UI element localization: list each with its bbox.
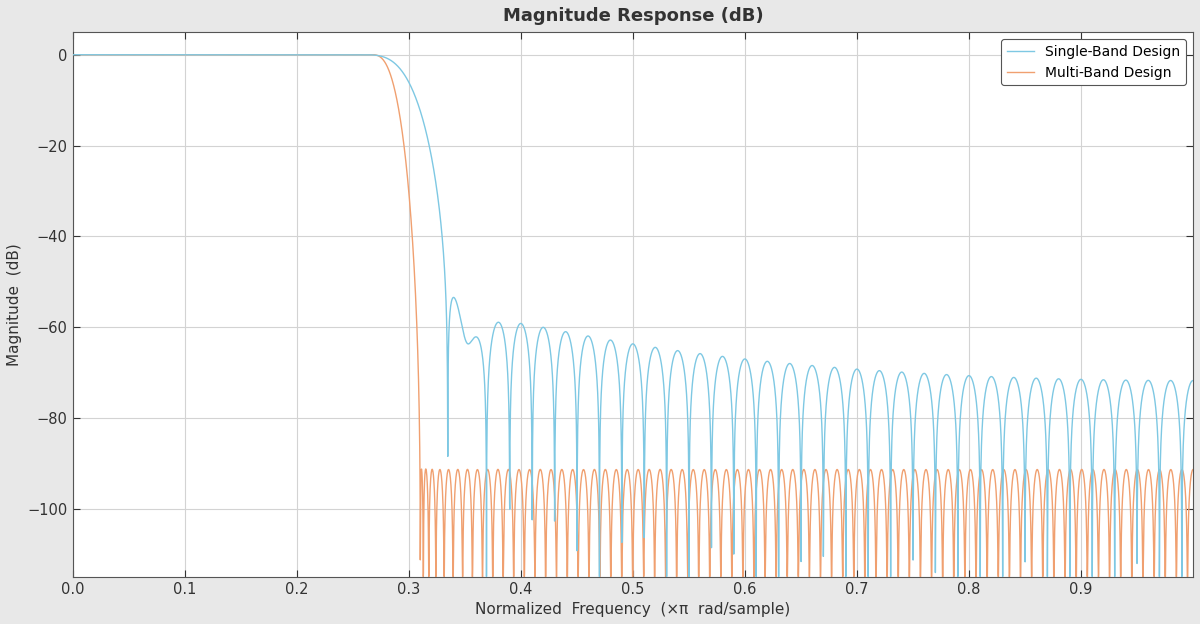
Single-Band Design bbox=[661, 396, 676, 403]
Title: Magnitude Response (dB): Magnitude Response (dB) bbox=[503, 7, 763, 25]
Single-Band Design bbox=[402, 79, 416, 86]
Single-Band Design bbox=[522, 363, 536, 371]
Multi-Band Design bbox=[1186, 466, 1200, 474]
Single-Band Design bbox=[875, 369, 889, 377]
Single-Band Design bbox=[356, 51, 371, 59]
Line: Multi-Band Design: Multi-Band Design bbox=[73, 55, 1193, 577]
Single-Band Design bbox=[66, 51, 80, 59]
Single-Band Design bbox=[479, 573, 493, 580]
Single-Band Design bbox=[1186, 377, 1200, 384]
Multi-Band Design bbox=[347, 51, 361, 59]
Multi-Band Design bbox=[875, 466, 889, 474]
X-axis label: Normalized  Frequency  (×π  rad/sample): Normalized Frequency (×π rad/sample) bbox=[475, 602, 791, 617]
Multi-Band Design bbox=[1022, 495, 1037, 502]
Multi-Band Design bbox=[416, 573, 431, 580]
Multi-Band Design bbox=[66, 51, 80, 59]
Line: Single-Band Design: Single-Band Design bbox=[73, 55, 1193, 577]
Multi-Band Design bbox=[522, 466, 536, 474]
Single-Band Design bbox=[532, 331, 546, 338]
Multi-Band Design bbox=[532, 468, 546, 475]
Y-axis label: Magnitude  (dB): Magnitude (dB) bbox=[7, 243, 22, 366]
Single-Band Design bbox=[1022, 392, 1037, 400]
Multi-Band Design bbox=[661, 477, 676, 484]
Legend: Single-Band Design, Multi-Band Design: Single-Band Design, Multi-Band Design bbox=[1001, 39, 1186, 85]
Multi-Band Design bbox=[402, 188, 416, 195]
